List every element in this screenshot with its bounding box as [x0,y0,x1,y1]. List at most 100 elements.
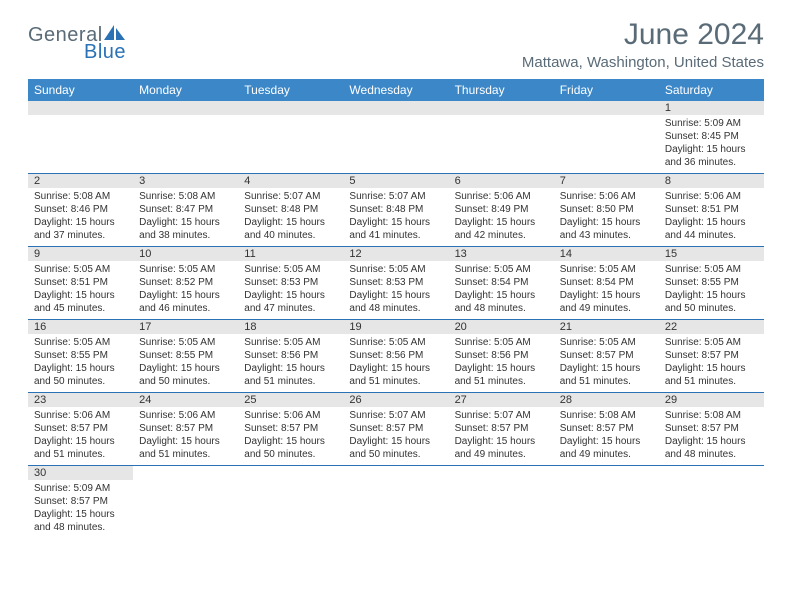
calendar-week: 2Sunrise: 5:08 AMSunset: 8:46 PMDaylight… [28,174,764,247]
sunset-line: Sunset: 8:56 PM [349,349,442,362]
header: GeneralBlue June 2024 Mattawa, Washingto… [28,18,764,71]
day-content: Sunrise: 5:05 AMSunset: 8:57 PMDaylight:… [659,334,764,392]
daylight-line1: Daylight: 15 hours [139,216,232,229]
daylight-line2: and 47 minutes. [244,302,337,315]
day-content: Sunrise: 5:06 AMSunset: 8:57 PMDaylight:… [238,407,343,465]
daylight-line2: and 51 minutes. [560,375,653,388]
sunset-line: Sunset: 8:56 PM [455,349,548,362]
sunset-line: Sunset: 8:54 PM [455,276,548,289]
calendar-cell: 16Sunrise: 5:05 AMSunset: 8:55 PMDayligh… [28,320,133,393]
day-number: 1 [659,101,764,115]
calendar-cell: 8Sunrise: 5:06 AMSunset: 8:51 PMDaylight… [659,174,764,247]
sunrise-line: Sunrise: 5:09 AM [665,117,758,130]
weekday-header: Wednesday [343,79,448,101]
calendar-cell: 7Sunrise: 5:06 AMSunset: 8:50 PMDaylight… [554,174,659,247]
day-number: 7 [554,174,659,188]
daylight-line2: and 36 minutes. [665,156,758,169]
weekday-header: Sunday [28,79,133,101]
sunrise-line: Sunrise: 5:05 AM [34,263,127,276]
calendar-cell: 17Sunrise: 5:05 AMSunset: 8:55 PMDayligh… [133,320,238,393]
weekday-header: Monday [133,79,238,101]
day-number: 26 [343,393,448,407]
calendar-cell-empty [133,101,238,174]
day-number: 6 [449,174,554,188]
sunrise-line: Sunrise: 5:05 AM [455,336,548,349]
sunset-line: Sunset: 8:55 PM [139,349,232,362]
day-content: Sunrise: 5:05 AMSunset: 8:54 PMDaylight:… [554,261,659,319]
sunset-line: Sunset: 8:52 PM [139,276,232,289]
sunrise-line: Sunrise: 5:07 AM [349,190,442,203]
daylight-line1: Daylight: 15 hours [34,362,127,375]
calendar-cell-empty [343,466,448,539]
sunrise-line: Sunrise: 5:05 AM [349,263,442,276]
calendar-week: 30Sunrise: 5:09 AMSunset: 8:57 PMDayligh… [28,466,764,539]
daylight-line1: Daylight: 15 hours [455,289,548,302]
calendar-cell-empty [659,466,764,539]
daylight-line2: and 48 minutes. [34,521,127,534]
sunset-line: Sunset: 8:51 PM [34,276,127,289]
daylight-line2: and 51 minutes. [244,375,337,388]
day-content: Sunrise: 5:09 AMSunset: 8:45 PMDaylight:… [659,115,764,173]
sunrise-line: Sunrise: 5:07 AM [244,190,337,203]
day-content: Sunrise: 5:05 AMSunset: 8:53 PMDaylight:… [343,261,448,319]
sunrise-line: Sunrise: 5:05 AM [349,336,442,349]
calendar-cell: 18Sunrise: 5:05 AMSunset: 8:56 PMDayligh… [238,320,343,393]
sunrise-line: Sunrise: 5:06 AM [139,409,232,422]
calendar-cell: 2Sunrise: 5:08 AMSunset: 8:46 PMDaylight… [28,174,133,247]
daylight-line1: Daylight: 15 hours [349,362,442,375]
sunset-line: Sunset: 8:45 PM [665,130,758,143]
calendar-cell: 24Sunrise: 5:06 AMSunset: 8:57 PMDayligh… [133,393,238,466]
calendar-cell-empty [449,101,554,174]
day-number: 5 [343,174,448,188]
calendar-cell: 19Sunrise: 5:05 AMSunset: 8:56 PMDayligh… [343,320,448,393]
logo-part2: Blue [84,41,126,63]
daylight-line2: and 51 minutes. [139,448,232,461]
daylight-line1: Daylight: 15 hours [244,289,337,302]
daylight-line1: Daylight: 15 hours [560,435,653,448]
day-number: 20 [449,320,554,334]
title-block: June 2024 Mattawa, Washington, United St… [522,18,764,71]
daylight-line1: Daylight: 15 hours [455,216,548,229]
sunrise-line: Sunrise: 5:08 AM [139,190,232,203]
weekday-header: Thursday [449,79,554,101]
daylight-line1: Daylight: 15 hours [34,216,127,229]
calendar-cell-empty [554,101,659,174]
calendar-cell-empty [238,101,343,174]
day-content: Sunrise: 5:05 AMSunset: 8:56 PMDaylight:… [449,334,554,392]
sunrise-line: Sunrise: 5:08 AM [34,190,127,203]
day-number: 23 [28,393,133,407]
day-content: Sunrise: 5:08 AMSunset: 8:57 PMDaylight:… [554,407,659,465]
day-content: Sunrise: 5:05 AMSunset: 8:51 PMDaylight:… [28,261,133,319]
daylight-line2: and 43 minutes. [560,229,653,242]
daylight-line2: and 40 minutes. [244,229,337,242]
day-number: 16 [28,320,133,334]
daylight-line2: and 51 minutes. [665,375,758,388]
month-title: June 2024 [522,18,764,52]
calendar-cell: 28Sunrise: 5:08 AMSunset: 8:57 PMDayligh… [554,393,659,466]
sunset-line: Sunset: 8:57 PM [455,422,548,435]
calendar-cell-empty [238,466,343,539]
weekday-header: Tuesday [238,79,343,101]
sunset-line: Sunset: 8:51 PM [665,203,758,216]
daylight-line2: and 37 minutes. [34,229,127,242]
calendar-body: 1Sunrise: 5:09 AMSunset: 8:45 PMDaylight… [28,101,764,538]
sunset-line: Sunset: 8:57 PM [560,349,653,362]
weekday-row: SundayMondayTuesdayWednesdayThursdayFrid… [28,79,764,101]
day-number: 17 [133,320,238,334]
day-number: 9 [28,247,133,261]
sunset-line: Sunset: 8:57 PM [34,495,127,508]
daylight-line2: and 41 minutes. [349,229,442,242]
daylight-line2: and 50 minutes. [34,375,127,388]
calendar-cell: 9Sunrise: 5:05 AMSunset: 8:51 PMDaylight… [28,247,133,320]
daylight-line1: Daylight: 15 hours [665,362,758,375]
daylight-line2: and 46 minutes. [139,302,232,315]
calendar-cell: 15Sunrise: 5:05 AMSunset: 8:55 PMDayligh… [659,247,764,320]
sunrise-line: Sunrise: 5:05 AM [455,263,548,276]
calendar-cell: 20Sunrise: 5:05 AMSunset: 8:56 PMDayligh… [449,320,554,393]
day-number: 18 [238,320,343,334]
sunset-line: Sunset: 8:55 PM [34,349,127,362]
calendar-cell-empty [343,101,448,174]
sunrise-line: Sunrise: 5:08 AM [665,409,758,422]
daylight-line1: Daylight: 15 hours [139,435,232,448]
daylight-line2: and 48 minutes. [455,302,548,315]
